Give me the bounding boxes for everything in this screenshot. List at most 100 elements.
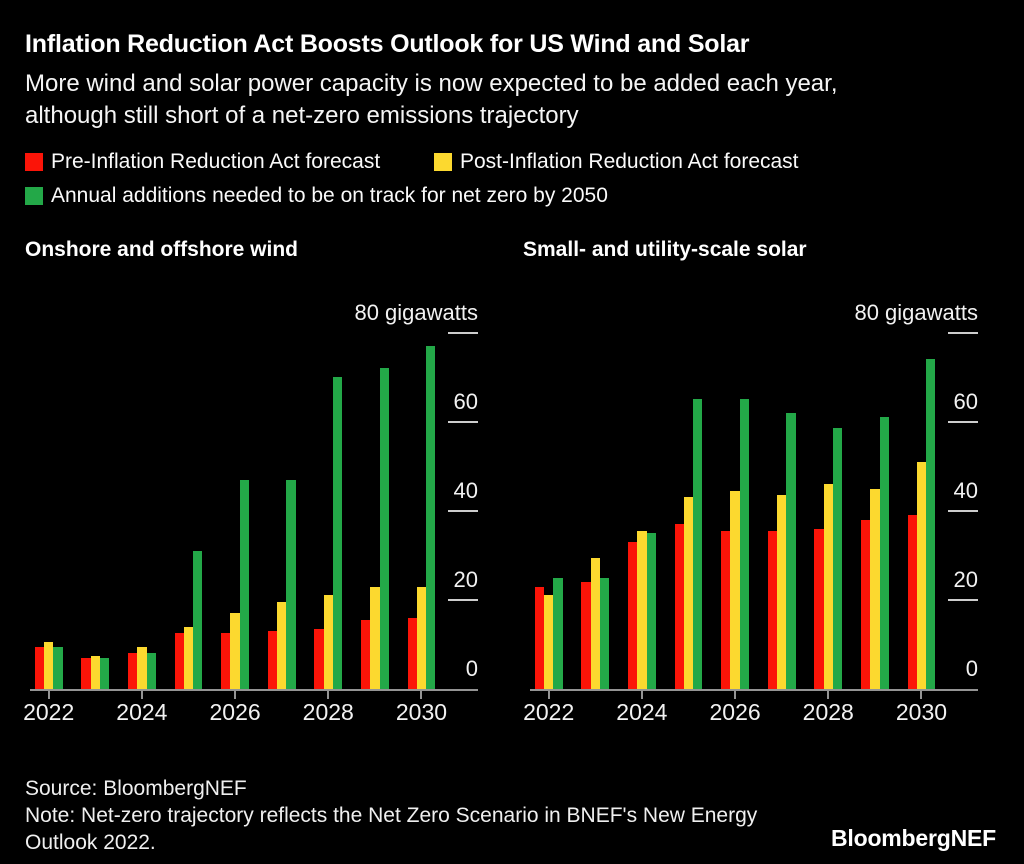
legend-swatch-green [25, 187, 43, 205]
bar-pre-2022 [534, 586, 544, 689]
bar-netzero-2030 [426, 345, 436, 689]
bar-netzero-2029 [379, 368, 389, 689]
x-tick-label-2026: 2026 [209, 699, 261, 725]
solar-chart-title: Small- and utility-scale solar [523, 238, 807, 261]
bar-netzero-2027 [786, 412, 796, 689]
bar-pre-2022 [34, 646, 44, 689]
bar-netzero-2025 [693, 399, 703, 689]
x-tick-2030 [420, 691, 423, 699]
bar-netzero-2026 [239, 479, 250, 689]
bar-netzero-2029 [879, 417, 889, 689]
bar-netzero-2023 [99, 657, 110, 689]
note-text-line-1: Note: Net-zero trajectory reflects the N… [25, 804, 758, 827]
bar-pre-2025 [174, 633, 184, 689]
bar-post-2023 [90, 655, 100, 689]
y-tick-80 [948, 331, 978, 334]
solar-plot-area: 0 20 40 60 80 gigawatts 2022 2024 2026 2028 2030 [523, 299, 978, 725]
bar-pre-2027 [267, 631, 277, 689]
y-tick-40 [948, 509, 978, 512]
x-tick-label-2022: 2022 [23, 699, 75, 725]
x-tick-2028 [827, 691, 830, 699]
bar-pre-2025 [674, 524, 684, 689]
x-tick-label-2028: 2028 [802, 699, 854, 725]
source-text: Source: BloombergNEF [25, 777, 247, 800]
bar-post-2024 [637, 530, 647, 689]
x-tick-2022 [547, 691, 550, 699]
bar-post-2025 [683, 497, 694, 689]
x-tick-label-2024: 2024 [116, 699, 168, 725]
y-tick-label-40: 40 [953, 477, 978, 503]
bloombergnef-logo: BloombergNEF [831, 825, 996, 851]
legend-swatch-red [25, 153, 43, 171]
bar-post-2023 [590, 557, 600, 689]
x-tick-2024 [640, 691, 643, 699]
legend-item-pre-ira: Pre-Inflation Reduction Act forecast [25, 150, 381, 173]
y-tick-80 [448, 331, 478, 334]
bar-pre-2023 [81, 657, 91, 689]
solar-x-axis-line [530, 689, 978, 691]
y-tick-label-80: 80 gigawatts [854, 299, 978, 325]
x-tick-2030 [920, 691, 923, 699]
bar-post-2024 [137, 646, 147, 689]
x-tick-label-2030: 2030 [895, 699, 948, 725]
bar-post-2027 [777, 495, 787, 689]
bar-pre-2024 [627, 541, 638, 689]
wind-plot-area: 0 20 40 60 80 gigawatts 2022 2024 2026 2028 2030 [23, 299, 478, 725]
bar-netzero-2025 [193, 550, 203, 689]
bar-netzero-2022 [553, 577, 563, 689]
legend-label-pre-ira: Pre-Inflation Reduction Act forecast [51, 150, 381, 173]
bar-post-2029 [370, 586, 380, 689]
page-subtitle: More wind and solar power capacity is no… [25, 68, 1020, 132]
bar-netzero-2027 [286, 479, 296, 689]
bar-netzero-2024 [646, 533, 656, 689]
bar-netzero-2030 [926, 359, 936, 689]
bar-post-2030 [416, 586, 427, 689]
y-tick-label-40: 40 [453, 477, 478, 503]
bar-pre-2030 [907, 515, 917, 689]
y-tick-60 [448, 420, 478, 423]
y-tick-label-80: 80 gigawatts [354, 299, 478, 325]
legend-label-post-ira: Post-Inflation Reduction Act forecast [460, 150, 799, 173]
y-tick-label-0: 0 [965, 656, 978, 681]
legend-item-net-zero: Annual additions needed to be on track f… [25, 184, 608, 207]
y-tick-label-20: 20 [953, 566, 978, 592]
bar-pre-2028 [314, 628, 324, 689]
note-text-line-2: Outlook 2022. [25, 831, 156, 854]
x-tick-label-2030: 2030 [395, 699, 448, 725]
legend-item-post-ira: Post-Inflation Reduction Act forecast [434, 150, 799, 173]
solar-chart: 0 20 40 60 80 gigawatts 2022 2024 2026 2028 2030 [523, 299, 978, 725]
y-tick-60 [948, 420, 978, 423]
bar-netzero-2024 [146, 653, 156, 689]
bar-pre-2029 [360, 619, 371, 689]
bar-netzero-2026 [739, 399, 750, 689]
bar-pre-2030 [407, 617, 417, 689]
bar-post-2030 [916, 461, 927, 689]
x-tick-2028 [327, 691, 330, 699]
x-tick-label-2022: 2022 [523, 699, 575, 725]
bar-post-2026 [730, 490, 740, 689]
bar-pre-2023 [581, 582, 591, 689]
y-tick-label-60: 60 [953, 388, 978, 414]
bar-post-2026 [230, 613, 240, 689]
y-tick-20 [948, 598, 978, 601]
legend-label-net-zero: Annual additions needed to be on track f… [51, 184, 608, 207]
bar-pre-2026 [221, 633, 231, 689]
y-tick-label-20: 20 [453, 566, 478, 592]
subtitle-line-2: although still short of a net-zero emiss… [25, 102, 579, 129]
wind-chart-title: Onshore and offshore wind [25, 238, 299, 261]
bar-post-2022 [544, 595, 554, 689]
x-tick-2022 [47, 691, 50, 699]
x-tick-2024 [140, 691, 143, 699]
bar-pre-2029 [860, 519, 871, 689]
bar-netzero-2028 [332, 377, 343, 689]
bar-pre-2024 [127, 653, 138, 689]
wind-x-axis-line [30, 689, 478, 691]
page-title: Inflation Reduction Act Boosts Outlook f… [25, 30, 750, 58]
bar-netzero-2028 [832, 428, 843, 689]
bar-post-2028 [823, 484, 833, 689]
bar-post-2027 [277, 602, 287, 689]
y-tick-label-60: 60 [453, 388, 478, 414]
y-tick-40 [448, 509, 478, 512]
bar-post-2022 [44, 642, 54, 689]
